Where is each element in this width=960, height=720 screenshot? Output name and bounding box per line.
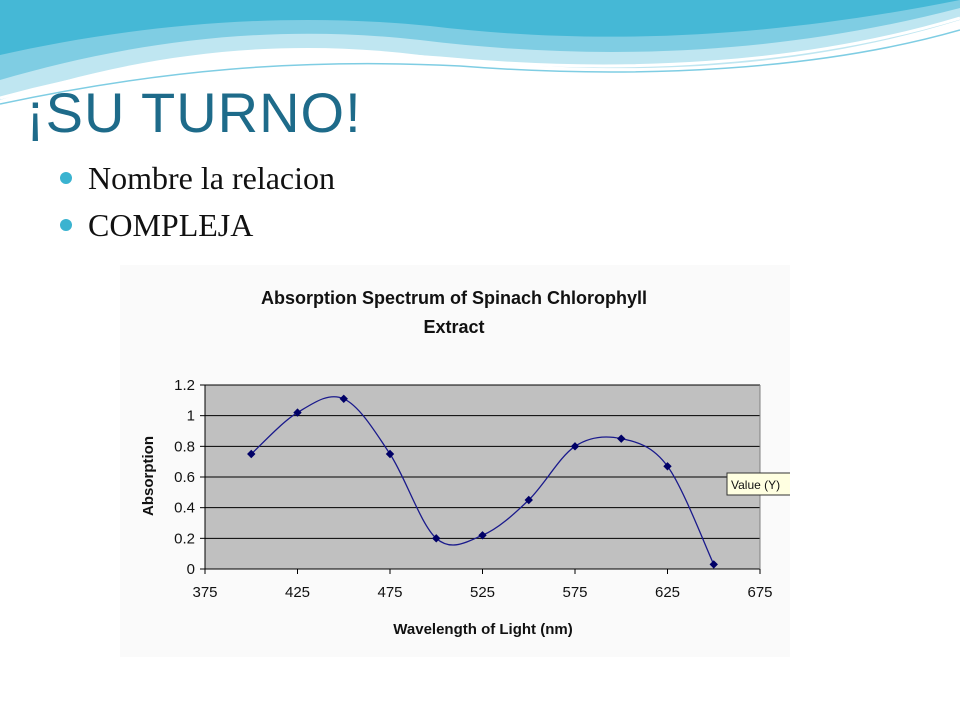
y-axis-title: Absorption	[140, 436, 157, 516]
y-tick-label: 0.6	[174, 469, 195, 486]
absorption-chart: Absorption Spectrum of Spinach Chlorophy…	[140, 288, 790, 638]
bullet-item: COMPLEJA	[60, 202, 335, 249]
data-point	[524, 495, 533, 505]
y-tick-label: 0	[187, 561, 195, 578]
data-point	[617, 434, 626, 443]
x-tick-label: 625	[655, 584, 680, 601]
x-tick-label: 675	[747, 584, 772, 601]
data-point	[570, 442, 580, 451]
bullet-list: Nombre la relacion COMPLEJA	[60, 155, 335, 249]
x-tick-label: 525	[470, 584, 495, 601]
data-point	[339, 394, 348, 403]
slide-title: ¡SU TURNO!	[26, 81, 362, 144]
data-point	[385, 449, 395, 459]
y-tick-label: 0.4	[174, 500, 195, 517]
data-point	[663, 462, 672, 471]
y-tick-label: 0.2	[174, 530, 195, 547]
bullet-item: Nombre la relacion	[60, 155, 335, 202]
x-axis-title: Wavelength of Light (nm)	[393, 621, 572, 638]
bullet-dot-icon	[60, 219, 72, 231]
chart-title-line-1: Absorption Spectrum of Spinach Chlorophy…	[261, 288, 647, 308]
data-point	[247, 449, 256, 459]
y-tick-label: 0.8	[174, 438, 195, 455]
bullet-text: Nombre la relacion	[88, 160, 335, 196]
x-tick-label: 425	[285, 584, 310, 601]
x-tick-label: 575	[562, 584, 587, 601]
bullet-text: COMPLEJA	[88, 207, 254, 243]
x-tick-label: 475	[377, 584, 402, 601]
tooltip-label: Value (Y)	[731, 478, 780, 492]
data-point	[293, 408, 302, 417]
x-tick-label: 375	[192, 584, 217, 601]
value-tooltip: Value (Y)	[726, 472, 790, 496]
bullet-dot-icon	[60, 172, 72, 184]
y-tick-label: 1.2	[174, 377, 195, 394]
chart-title-line-2: Extract	[423, 317, 484, 337]
chart-container: Absorption Spectrum of Spinach Chlorophy…	[120, 265, 790, 657]
y-tick-label: 1	[187, 408, 195, 425]
decorative-wave-header	[0, 0, 960, 105]
data-point	[709, 560, 718, 569]
